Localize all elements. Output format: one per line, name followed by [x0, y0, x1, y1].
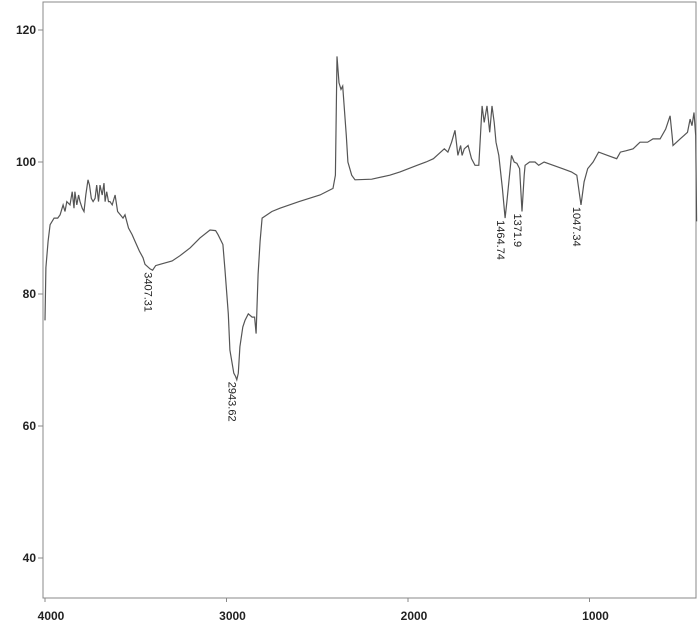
plot-frame	[42, 1, 697, 599]
peak-label: 2943.62	[226, 382, 238, 422]
x-tick-label: 1000	[582, 609, 609, 623]
spectrum-line	[44, 56, 698, 382]
y-tick-label: 100	[16, 155, 36, 169]
peak-label: 1464.74	[494, 220, 506, 260]
y-tick-label: 60	[23, 419, 37, 433]
x-tick-label: 2000	[401, 609, 428, 623]
peak-label: 1371.9	[511, 214, 523, 248]
x-tick-label: 4000	[38, 609, 65, 623]
y-tick-label: 80	[23, 287, 37, 301]
y-tick-label: 120	[16, 23, 36, 37]
y-tick-label: 40	[23, 551, 37, 565]
peak-labels: 3407.31 2943.62 1464.74 1371.9 1047.34	[142, 207, 582, 422]
peak-label: 1047.34	[570, 207, 582, 247]
x-tick-label: 3000	[219, 609, 246, 623]
x-axis: 4000 3000 2000 1000	[38, 598, 609, 623]
peak-label: 3407.31	[142, 272, 154, 312]
y-axis: 40 60 80 100 120	[16, 23, 43, 565]
